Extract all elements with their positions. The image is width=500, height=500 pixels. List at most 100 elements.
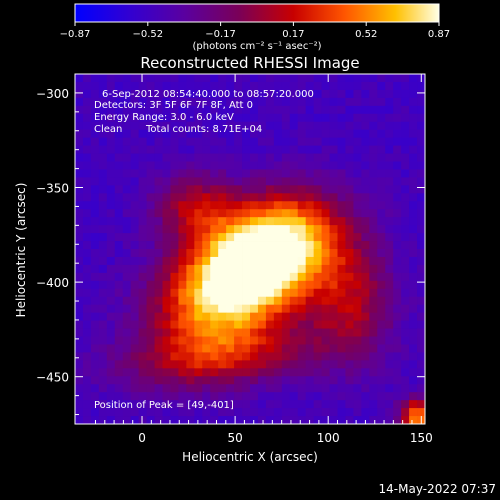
heatmap-cell [361, 328, 370, 337]
heatmap-cell [186, 89, 195, 99]
heatmap-cell [194, 272, 203, 282]
heatmap-cell [329, 296, 338, 306]
heatmap-cell [313, 264, 322, 274]
heatmap-cell [90, 312, 100, 321]
heatmap-cell [75, 400, 84, 409]
heatmap-cell [265, 177, 275, 186]
heatmap-cell [194, 400, 203, 409]
heatmap-cell [321, 169, 330, 178]
heatmap-cell [417, 185, 426, 194]
heatmap-cell [218, 193, 227, 202]
heatmap-cell [122, 280, 132, 290]
heatmap-cell [162, 416, 171, 425]
heatmap-cell [281, 185, 291, 194]
heatmap-cell [369, 376, 378, 385]
heatmap-cell [385, 121, 394, 131]
heatmap-cell [369, 185, 378, 194]
colorbar-gradient [74, 3, 440, 23]
heatmap-cell [194, 145, 203, 154]
heatmap-cell [146, 256, 155, 266]
heatmap-cell [361, 249, 370, 258]
heatmap-cell [257, 400, 267, 409]
heatmap-cell [114, 249, 124, 258]
heatmap-cell [353, 81, 362, 91]
heatmap-cell [393, 169, 402, 178]
heatmap-cell [337, 368, 346, 377]
heatmap-cell [281, 233, 291, 242]
heatmap-cell [337, 264, 346, 274]
heatmap-cell [385, 225, 394, 234]
heatmap-cell [114, 193, 124, 202]
heatmap-cell [210, 241, 219, 250]
heatmap-cell [281, 105, 291, 115]
heatmap-cell [75, 328, 84, 337]
heatmap-cell [154, 384, 163, 393]
heatmap-cell [297, 280, 307, 290]
heatmap-cell [210, 161, 219, 170]
heatmap-cell [409, 241, 418, 250]
heatmap-cell [90, 392, 100, 401]
heatmap-cell [305, 217, 315, 226]
heatmap-cell [409, 408, 418, 417]
heatmap-cell [385, 217, 394, 226]
heatmap-cell [377, 352, 386, 361]
heatmap-cell [106, 344, 116, 353]
heatmap-cell [154, 241, 163, 250]
heatmap-cell [162, 376, 171, 385]
heatmap-cell [154, 392, 163, 401]
heatmap-cell [337, 296, 346, 306]
heatmap-cell [361, 121, 370, 131]
heatmap-cell [210, 408, 219, 417]
heatmap-cell [226, 384, 235, 393]
heatmap-cell [226, 392, 235, 401]
heatmap-cell [98, 400, 108, 409]
heatmap-cell [401, 201, 410, 210]
heatmap-cell [178, 368, 187, 377]
heatmap-cell [313, 129, 322, 139]
heatmap-cell [122, 145, 132, 154]
heatmap-cell [98, 193, 108, 202]
heatmap-cell [98, 74, 108, 83]
heatmap-cell [257, 312, 267, 321]
heatmap-cell [242, 169, 251, 178]
heatmap-cell [329, 400, 338, 409]
heatmap-cell [75, 201, 84, 210]
heatmap-cell [273, 137, 283, 146]
heatmap-cell [257, 233, 267, 242]
heatmap-cell [297, 304, 307, 314]
heatmap-cell [194, 121, 203, 131]
heatmap-cell [377, 89, 386, 99]
heatmap-cell [146, 113, 155, 123]
heatmap-cell [297, 320, 307, 329]
heatmap-cell [170, 408, 179, 417]
heatmap-cell [186, 177, 195, 186]
heatmap-cell [321, 344, 330, 353]
heatmap-cell [393, 145, 402, 154]
heatmap-cell [75, 129, 84, 139]
heatmap-cell [186, 384, 195, 393]
heatmap-cell [98, 169, 108, 178]
heatmap-cell [385, 193, 394, 202]
heatmap-cell [393, 344, 402, 353]
heatmap-cell [234, 121, 243, 131]
heatmap-cell [242, 121, 251, 131]
heatmap-cell [146, 344, 155, 353]
heatmap-cell [297, 416, 307, 425]
heatmap-cell [250, 368, 259, 377]
heatmap-cell [361, 105, 370, 115]
heatmap-cell [106, 81, 116, 91]
heatmap-cell [313, 185, 322, 194]
heatmap-cell [194, 105, 203, 115]
heatmap-cell [242, 392, 251, 401]
heatmap-cell [369, 209, 378, 218]
heatmap-cell [186, 113, 195, 123]
heatmap-cell [409, 376, 418, 385]
heatmap-cell [146, 153, 155, 162]
heatmap-cell [401, 352, 410, 361]
heatmap-cell [170, 360, 179, 369]
heatmap-cell [234, 217, 243, 226]
heatmap-cell [289, 193, 299, 202]
heatmap-cell [361, 81, 370, 91]
heatmap-cell [417, 360, 426, 369]
heatmap-cell [273, 113, 283, 123]
